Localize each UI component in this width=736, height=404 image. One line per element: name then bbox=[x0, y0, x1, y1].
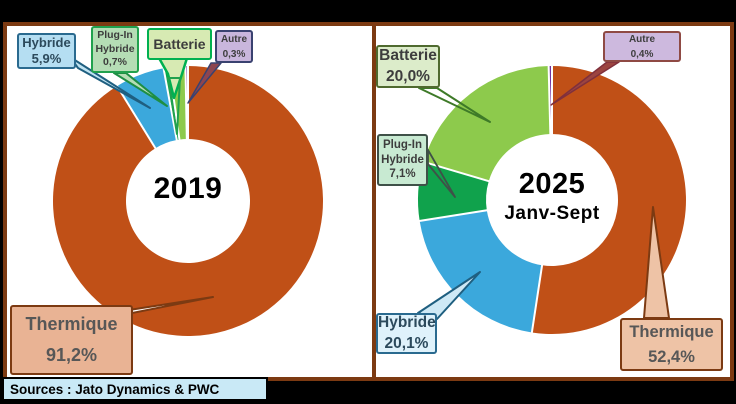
callout-autre-2025-value: 0,4% bbox=[630, 48, 654, 60]
leader-autre-2019 bbox=[187, 62, 222, 104]
callout-plugin-2019-value: 0,7% bbox=[103, 56, 127, 69]
callout-thermique-2025: Thermique 52,4% bbox=[620, 318, 723, 371]
callout-autre-2019-label: Autre bbox=[220, 33, 248, 45]
callout-autre-2025-label: Autre bbox=[628, 33, 656, 45]
slice-separator bbox=[115, 85, 157, 150]
callout-plugin-2025-label1: Plug-In bbox=[383, 138, 422, 151]
callout-thermique-2025-label: Thermique bbox=[629, 322, 714, 341]
callout-autre-2019-value: 0,3% bbox=[222, 48, 246, 60]
callout-thermique-2019: Thermique 91,2% bbox=[10, 305, 133, 375]
callout-plugin-2025-value: 7,1% bbox=[389, 168, 416, 181]
callout-plugin-2025-label2: Hybride bbox=[381, 153, 424, 166]
leader-batterie-2019 bbox=[167, 77, 181, 135]
slice-separator bbox=[162, 67, 178, 142]
callout-batterie-2019-label: Batterie bbox=[153, 36, 206, 52]
callout-thermique-2019-value: 91,2% bbox=[45, 345, 98, 365]
callout-autre-2025: Autre 0,4% bbox=[603, 31, 681, 62]
callout-thermique-2019-label: Thermique bbox=[25, 314, 118, 335]
slice-hybride bbox=[419, 210, 543, 333]
callout-batterie-2025-label: Batterie bbox=[379, 47, 437, 65]
callout-batterie-2019: Batterie bbox=[147, 28, 212, 60]
center-year-2019: 2019 bbox=[153, 172, 223, 205]
center-period-2025: Janv-Sept bbox=[504, 203, 600, 224]
callout-plugin-hybride-2025: Plug-In Hybride 7,1% bbox=[377, 134, 428, 186]
slice-separator bbox=[418, 209, 488, 223]
sources-label: Sources : Jato Dynamics & PWC bbox=[10, 381, 220, 397]
callout-hybride-2025-value: 20,1% bbox=[384, 334, 429, 352]
slice-separator bbox=[547, 65, 552, 136]
slice-separator bbox=[184, 65, 188, 141]
leader-plugin-2019 bbox=[113, 72, 168, 107]
callout-hybride-2025-label: Hybride bbox=[378, 314, 436, 332]
slice-thermique bbox=[52, 66, 323, 336]
slice-hybride bbox=[117, 68, 177, 149]
chart-panel-2025: Batterie 20,0% Plug-In Hybride 7,1% Autr… bbox=[372, 22, 734, 381]
leader-plugin-2025 bbox=[427, 149, 456, 198]
slice-batterie bbox=[423, 66, 551, 182]
callout-plugin-2019-label1: Plug-In bbox=[97, 29, 133, 42]
slice-separator bbox=[530, 264, 544, 334]
callout-plugin-hybride-2019: Plug-In Hybride 0,7% bbox=[91, 26, 139, 73]
callout-hybride-2019-value: 5,9% bbox=[31, 51, 62, 66]
slice-separator bbox=[422, 160, 490, 183]
donut-chart-2025 bbox=[417, 61, 686, 335]
callout-hybride-2019-label: Hybride bbox=[22, 34, 71, 50]
sources-box: Sources : Jato Dynamics & PWC bbox=[2, 377, 268, 401]
center-year-2025: 2025 bbox=[518, 168, 586, 200]
callout-autre-2019: Autre 0,3% bbox=[215, 30, 253, 63]
leader-autre-2025 bbox=[550, 61, 620, 106]
callout-plugin-2019-label2: Hybride bbox=[95, 42, 135, 55]
callout-batterie-2025-value: 20,0% bbox=[386, 67, 430, 85]
callout-batterie-2025: Batterie 20,0% bbox=[376, 45, 440, 88]
callout-thermique-2025-value: 52,4% bbox=[648, 347, 695, 366]
chart-panel-2019: Hybride 5,9% Plug-In Hybride 0,7% Batter… bbox=[3, 22, 377, 381]
callout-hybride-2025: Hybride 20,1% bbox=[376, 313, 437, 354]
callout-hybride-2019: Hybride 5,9% bbox=[17, 33, 76, 69]
leader-batterie-2025 bbox=[418, 87, 491, 123]
